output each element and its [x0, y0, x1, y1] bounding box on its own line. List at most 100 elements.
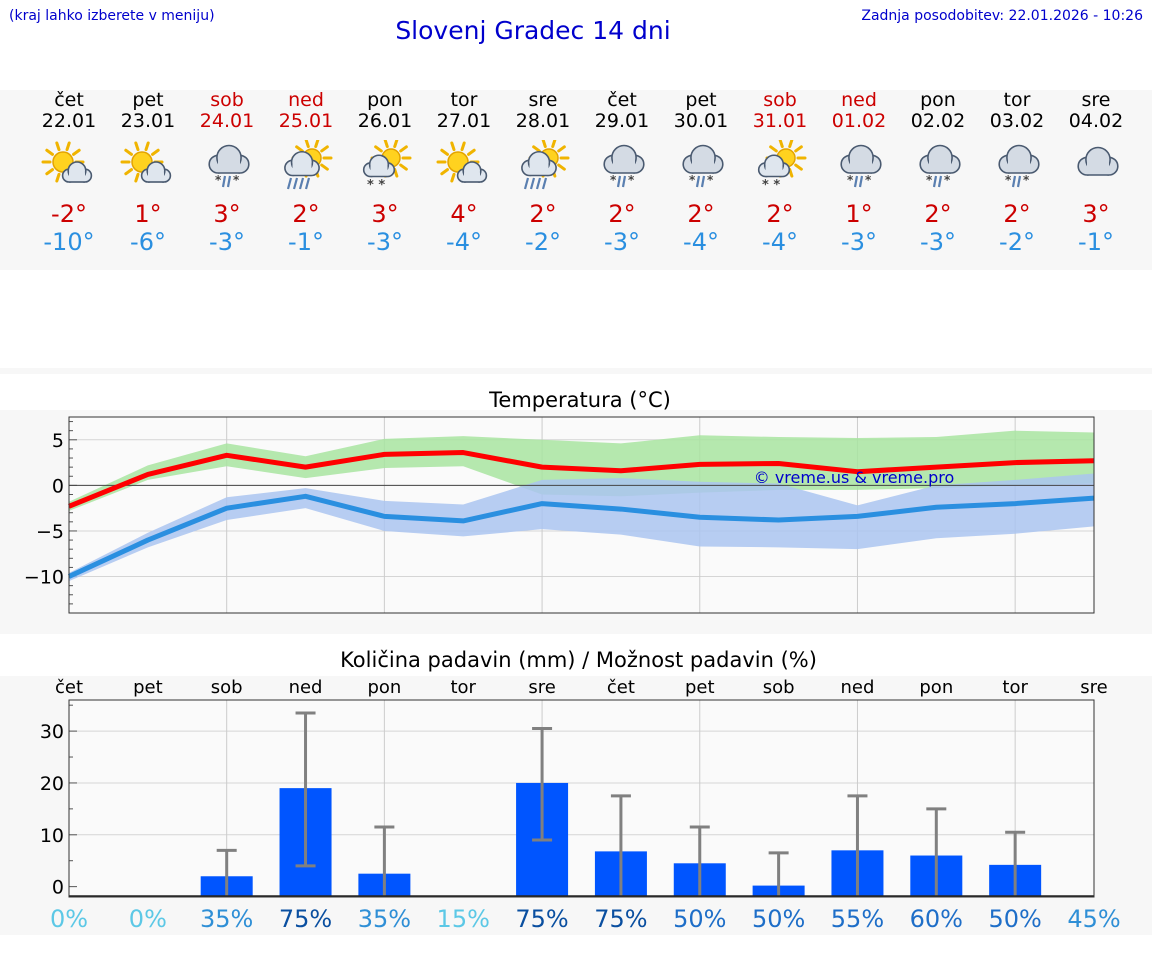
- precipitation-probability: 50%: [752, 905, 805, 933]
- divider: [0, 368, 1152, 374]
- min-temperature-line: [67, 493, 1095, 579]
- max-temperature: 3°: [1082, 200, 1110, 228]
- day-name: tor: [1003, 89, 1031, 111]
- svg-text:*: *: [707, 173, 714, 187]
- precipitation-chart-title: Količina padavin (mm) / Možnost padavin …: [340, 648, 817, 672]
- day-column: sob 31.01 * * 2° -4°: [740, 90, 820, 256]
- sun-cloud-rain-icon: [521, 140, 570, 190]
- precipitation-probability: 75%: [279, 905, 332, 933]
- min-temperature: -3°: [841, 228, 877, 256]
- day-name: sob: [210, 89, 244, 111]
- day-column: pet 30.01 * * 2° -4°: [661, 90, 741, 256]
- day-column: čet 29.01 * * 2° -3°: [582, 90, 662, 256]
- day-date: 04.02: [1068, 110, 1124, 132]
- sun-cloud-icon: [41, 141, 93, 183]
- min-temperature: -3°: [920, 228, 956, 256]
- precipitation-probability: 35%: [358, 905, 411, 933]
- y-tick-label: 20: [40, 773, 64, 795]
- day-name: čet: [54, 89, 84, 111]
- min-temperature: -3°: [604, 228, 640, 256]
- svg-text:*: *: [628, 173, 635, 187]
- x-day-label: sob: [211, 677, 243, 698]
- day-column: pon 26.01 * * 3° -3°: [345, 90, 425, 256]
- day-date: 02.02: [910, 110, 966, 132]
- day-name: ned: [841, 89, 877, 111]
- day-name: pet: [685, 89, 717, 111]
- min-temperature: -2°: [525, 228, 561, 256]
- precipitation-probability: 60%: [910, 905, 963, 933]
- y-tick-label: 0: [52, 475, 64, 497]
- x-day-label: tor: [1002, 677, 1028, 698]
- precipitation-probability: 15%: [437, 905, 490, 933]
- day-name: sre: [528, 89, 558, 111]
- day-column: pet 23.01 1° -6°: [108, 90, 188, 256]
- precipitation-probability: 45%: [1067, 905, 1120, 933]
- svg-text:*: *: [1005, 173, 1012, 187]
- max-temperature: 1°: [134, 200, 162, 228]
- day-date: 23.01: [120, 110, 176, 132]
- day-column: tor 27.01 4° -4°: [424, 90, 504, 256]
- watermark: © vreme.us & vreme.pro: [754, 468, 955, 487]
- day-column: sob 24.01 * * 3° -3°: [187, 90, 267, 256]
- precipitation-probability: 75%: [594, 905, 647, 933]
- x-day-label: pon: [919, 677, 953, 698]
- precipitation-probability: 50%: [988, 905, 1041, 933]
- y-tick-label: 5: [52, 430, 64, 452]
- min-temperature: -3°: [367, 228, 403, 256]
- svg-text:*: *: [926, 173, 933, 187]
- svg-text:*: *: [233, 173, 240, 187]
- cloud-sleet-icon: * *: [682, 144, 724, 188]
- y-tick-label: 0: [52, 877, 64, 899]
- max-temperature: 2°: [608, 200, 636, 228]
- svg-text:*: *: [865, 173, 872, 187]
- day-column: pon 02.02 * * 2° -3°: [898, 90, 978, 256]
- day-column: tor 03.02 * * 2° -2°: [977, 90, 1057, 256]
- min-temperature: -4°: [683, 228, 719, 256]
- svg-text:* *: * *: [762, 178, 780, 193]
- svg-text:*: *: [215, 173, 222, 187]
- min-temperature: -10°: [43, 228, 95, 256]
- day-name: pon: [367, 89, 403, 111]
- cloud-sleet-icon: * *: [840, 144, 882, 188]
- last-updated: Zadnja posodobitev: 22.01.2026 - 10:26: [861, 8, 1143, 24]
- day-date: 26.01: [357, 110, 413, 132]
- day-column: čet 22.01 -2° -10°: [29, 90, 109, 256]
- x-day-label: sre: [528, 677, 555, 698]
- precipitation-probability: 0%: [50, 905, 88, 933]
- day-date: 22.01: [41, 110, 97, 132]
- day-name: pet: [132, 89, 164, 111]
- day-date: 29.01: [594, 110, 650, 132]
- temperature-chart: 5 0 −5 −10 © vreme.us & vreme.pro: [24, 416, 1095, 614]
- day-date: 27.01: [436, 110, 492, 132]
- max-temperature: 3°: [213, 200, 241, 228]
- cloud-sleet-icon: * *: [208, 144, 250, 188]
- max-temperature-line: [68, 450, 1095, 509]
- day-date: 30.01: [673, 110, 729, 132]
- plot-frame: [68, 416, 1095, 614]
- max-temperature: 2°: [687, 200, 715, 228]
- temperature-chart-title: Temperatura (°C): [489, 388, 671, 412]
- day-date: 31.01: [752, 110, 808, 132]
- x-day-label: ned: [841, 677, 875, 698]
- day-column: ned 25.01 2° -1°: [266, 90, 346, 256]
- svg-text:*: *: [847, 173, 854, 187]
- day-name: sob: [763, 89, 797, 111]
- min-temperature: -4°: [762, 228, 798, 256]
- day-date: 25.01: [278, 110, 334, 132]
- day-column: sre 28.01 2° -2°: [503, 90, 583, 256]
- day-column: ned 01.02 * * 1° -3°: [819, 90, 899, 256]
- max-temperature: 2°: [292, 200, 320, 228]
- svg-text:*: *: [689, 173, 696, 187]
- day-name: pon: [920, 89, 956, 111]
- x-day-label: čet: [607, 677, 635, 698]
- x-day-label: pon: [367, 677, 401, 698]
- day-date: 28.01: [515, 110, 571, 132]
- precipitation-probability: 50%: [673, 905, 726, 933]
- max-temperature: 2°: [1003, 200, 1031, 228]
- day-name: čet: [607, 89, 637, 111]
- y-tick-label: 30: [40, 721, 64, 743]
- max-temperature: 2°: [924, 200, 952, 228]
- min-temperature: -1°: [288, 228, 324, 256]
- precipitation-probability: 55%: [831, 905, 884, 933]
- min-temperature: -1°: [1078, 228, 1114, 256]
